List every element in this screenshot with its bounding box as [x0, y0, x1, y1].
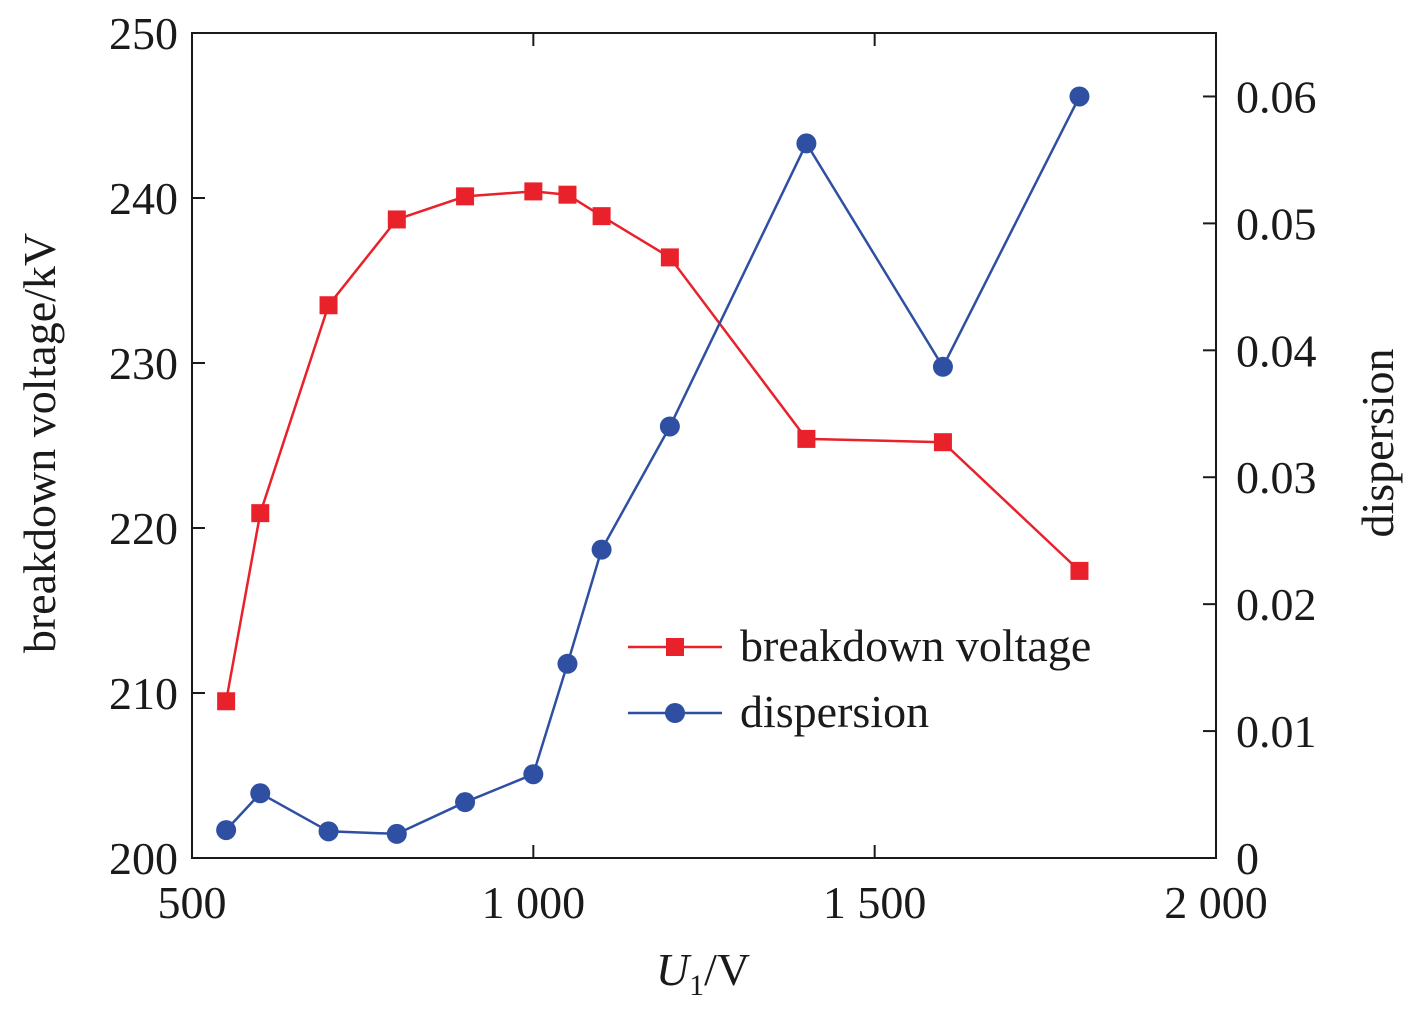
- y-axis-ticks: 200 210 220 230 240 250: [109, 8, 205, 884]
- data-point-breakdown-voltage: [933, 433, 952, 452]
- series-layer: [216, 86, 1090, 844]
- data-point-dispersion: [250, 783, 271, 804]
- data-point-dispersion: [591, 539, 612, 560]
- data-point-breakdown-voltage: [524, 182, 543, 201]
- y2-tick-label: 0.05: [1236, 198, 1317, 249]
- legend-entry-breakdown-voltage: breakdown voltage: [628, 620, 1091, 671]
- series-line-breakdown-voltage: [224, 190, 1081, 702]
- data-point-breakdown-voltage: [660, 248, 679, 267]
- data-point-dispersion: [557, 653, 578, 674]
- legend-label-breakdown-voltage: breakdown voltage: [740, 620, 1091, 671]
- data-point-dispersion: [523, 764, 544, 785]
- x-axis-title: U1/V: [656, 944, 750, 1002]
- plot-border: [191, 32, 1217, 859]
- legend-entry-dispersion: dispersion: [628, 686, 929, 737]
- y-tick-label: 210: [109, 668, 178, 719]
- data-point-breakdown-voltage: [251, 504, 270, 523]
- y-tick-label: 250: [109, 8, 178, 59]
- data-point-breakdown-voltage: [217, 692, 236, 711]
- x-tick-label: 2 000: [1164, 877, 1268, 928]
- data-point-dispersion: [386, 823, 407, 844]
- data-point-dispersion: [659, 416, 680, 437]
- y2-axis-title: dispersion: [1352, 348, 1403, 537]
- y2-tick-label: 0.06: [1236, 71, 1317, 122]
- data-point-breakdown-voltage: [558, 185, 577, 204]
- data-point-dispersion: [932, 356, 953, 377]
- y2-tick-label: 0: [1236, 833, 1259, 884]
- data-point-breakdown-voltage: [797, 429, 816, 448]
- data-point-dispersion: [796, 133, 817, 154]
- data-point-dispersion: [1069, 86, 1090, 107]
- x-tick-label: 500: [158, 877, 227, 928]
- legend-marker-circle: [665, 703, 685, 723]
- y-tick-label: 220: [109, 503, 178, 554]
- y-tick-label: 230: [109, 338, 178, 389]
- y-tick-label: 200: [109, 833, 178, 884]
- y-tick-label: 240: [109, 173, 178, 224]
- x-axis-ticks: 500 1 000 1 500 2 000: [158, 33, 1268, 928]
- x-tick-label: 1 500: [823, 877, 927, 928]
- data-point-dispersion: [216, 820, 237, 841]
- y2-tick-label: 0.03: [1236, 452, 1317, 503]
- data-point-breakdown-voltage: [1070, 561, 1089, 580]
- data-point-breakdown-voltage: [456, 187, 475, 206]
- y2-tick-label: 0.02: [1236, 579, 1317, 630]
- x-tick-label: 1 000: [482, 877, 586, 928]
- y-axis-title: breakdown voltage/kV: [14, 233, 65, 653]
- data-point-dispersion: [455, 792, 476, 813]
- data-point-breakdown-voltage: [387, 210, 406, 229]
- series-line-dispersion: [225, 95, 1081, 836]
- legend-marker-square: [666, 638, 684, 656]
- y2-axis-ticks: 0 0.01 0.02 0.03 0.04 0.05 0.06: [1203, 71, 1317, 884]
- y2-tick-label: 0.01: [1236, 706, 1317, 757]
- legend-label-dispersion: dispersion: [740, 686, 929, 737]
- legend: breakdown voltage dispersion: [628, 620, 1091, 737]
- y2-tick-label: 0.04: [1236, 325, 1317, 376]
- plot-frame: [191, 32, 1217, 859]
- data-point-dispersion: [318, 821, 339, 842]
- data-point-breakdown-voltage: [592, 207, 611, 226]
- data-point-breakdown-voltage: [319, 296, 338, 315]
